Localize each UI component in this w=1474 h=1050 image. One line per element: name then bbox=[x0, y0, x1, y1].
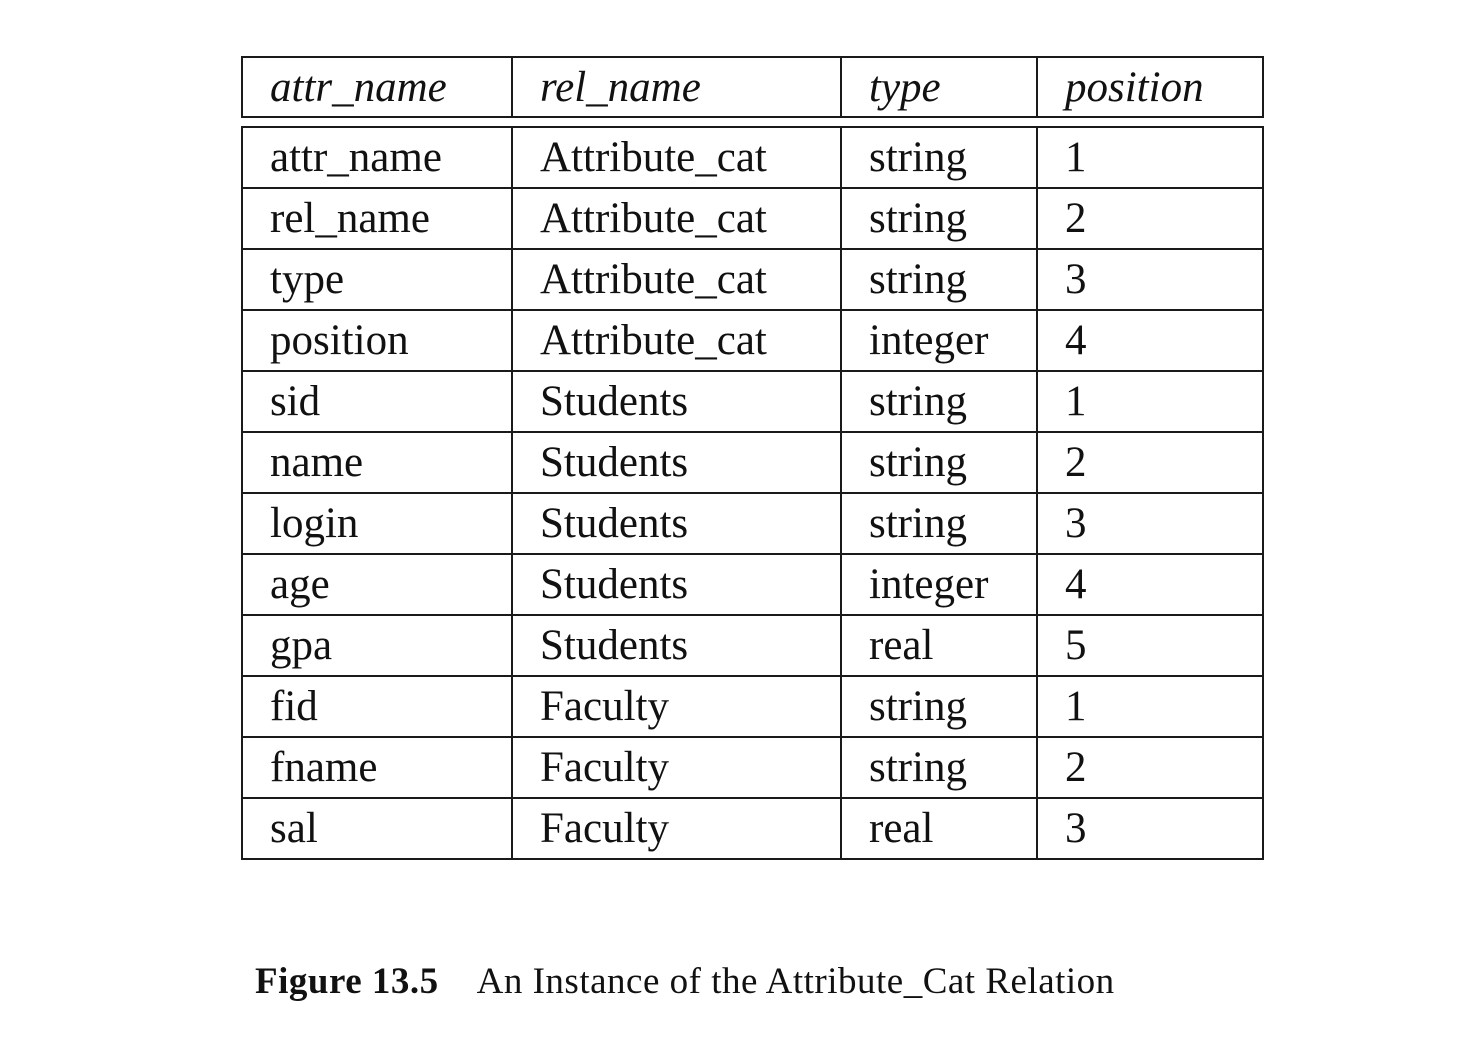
table-cell-attr-name: sal bbox=[241, 797, 513, 860]
table-row: type Attribute_cat string 3 bbox=[241, 248, 1264, 311]
table-cell-rel-name: Faculty bbox=[511, 675, 842, 738]
table-row: rel_name Attribute_cat string 2 bbox=[241, 187, 1264, 250]
table-cell-rel-name: Attribute_cat bbox=[511, 126, 842, 189]
table-cell-type: string bbox=[840, 675, 1038, 738]
figure-caption-text: An Instance of the Attribute_Cat Relatio… bbox=[476, 961, 1115, 1002]
table-cell-attr-name: fname bbox=[241, 736, 513, 799]
table-row: sid Students string 1 bbox=[241, 370, 1264, 433]
table-cell-position: 1 bbox=[1036, 126, 1264, 189]
table-cell-position: 2 bbox=[1036, 187, 1264, 250]
table-cell-attr-name: attr_name bbox=[241, 126, 513, 189]
table-cell-type: string bbox=[840, 736, 1038, 799]
attribute-cat-table-container: attr_name rel_name type position attr_na… bbox=[241, 56, 1264, 860]
table-cell-position: 3 bbox=[1036, 492, 1264, 555]
table-cell-type: real bbox=[840, 614, 1038, 677]
table-row: login Students string 3 bbox=[241, 492, 1264, 555]
table-cell-position: 3 bbox=[1036, 797, 1264, 860]
table-cell-rel-name: Students bbox=[511, 492, 842, 555]
table-cell-type: string bbox=[840, 370, 1038, 433]
table-row: fid Faculty string 1 bbox=[241, 675, 1264, 738]
table-cell-position: 5 bbox=[1036, 614, 1264, 677]
table-cell-attr-name: fid bbox=[241, 675, 513, 738]
table-cell-type: string bbox=[840, 431, 1038, 494]
table-cell-rel-name: Faculty bbox=[511, 736, 842, 799]
table-cell-attr-name: name bbox=[241, 431, 513, 494]
figure-caption: Figure 13.5 An Instance of the Attribute_… bbox=[255, 960, 1263, 1003]
table-cell-rel-name: Attribute_cat bbox=[511, 187, 842, 250]
table-cell-position: 4 bbox=[1036, 309, 1264, 372]
table-cell-position: 2 bbox=[1036, 736, 1264, 799]
column-header-position: position bbox=[1036, 56, 1264, 117]
table-cell-attr-name: sid bbox=[241, 370, 513, 433]
table-cell-attr-name: login bbox=[241, 492, 513, 555]
table-cell-type: string bbox=[840, 248, 1038, 311]
table-cell-position: 3 bbox=[1036, 248, 1264, 311]
table-cell-position: 1 bbox=[1036, 675, 1264, 738]
table-cell-type: integer bbox=[840, 553, 1038, 616]
figure-label: Figure 13.5 bbox=[255, 961, 439, 1002]
column-header-rel-name: rel_name bbox=[511, 56, 842, 117]
table-cell-type: integer bbox=[840, 309, 1038, 372]
table-cell-attr-name: age bbox=[241, 553, 513, 616]
table-row: attr_name Attribute_cat string 1 bbox=[241, 126, 1264, 189]
table-cell-rel-name: Students bbox=[511, 431, 842, 494]
header-row: attr_name rel_name type position bbox=[241, 56, 1264, 117]
table-cell-attr-name: type bbox=[241, 248, 513, 311]
table-cell-position: 2 bbox=[1036, 431, 1264, 494]
table-cell-type: real bbox=[840, 797, 1038, 860]
table-cell-rel-name: Attribute_cat bbox=[511, 309, 842, 372]
table-row: gpa Students real 5 bbox=[241, 614, 1264, 677]
table-cell-type: string bbox=[840, 492, 1038, 555]
table-cell-type: string bbox=[840, 187, 1038, 250]
table-row: name Students string 2 bbox=[241, 431, 1264, 494]
table-cell-rel-name: Students bbox=[511, 553, 842, 616]
table-cell-attr-name: position bbox=[241, 309, 513, 372]
table-row: sal Faculty real 3 bbox=[241, 797, 1264, 860]
table-row: position Attribute_cat integer 4 bbox=[241, 309, 1264, 372]
table-row: age Students integer 4 bbox=[241, 553, 1264, 616]
table-cell-rel-name: Faculty bbox=[511, 797, 842, 860]
table-cell-attr-name: rel_name bbox=[241, 187, 513, 250]
column-header-attr-name: attr_name bbox=[241, 56, 513, 117]
column-header-type: type bbox=[840, 56, 1038, 117]
table-row: fname Faculty string 2 bbox=[241, 736, 1264, 799]
attribute-cat-table: attr_name rel_name type position attr_na… bbox=[241, 56, 1264, 860]
table-cell-position: 4 bbox=[1036, 553, 1264, 616]
table-cell-rel-name: Students bbox=[511, 614, 842, 677]
table-cell-rel-name: Attribute_cat bbox=[511, 248, 842, 311]
table-cell-rel-name: Students bbox=[511, 370, 842, 433]
table-cell-position: 1 bbox=[1036, 370, 1264, 433]
header-separator bbox=[242, 116, 1263, 127]
table-cell-attr-name: gpa bbox=[241, 614, 513, 677]
table-cell-type: string bbox=[840, 126, 1038, 189]
